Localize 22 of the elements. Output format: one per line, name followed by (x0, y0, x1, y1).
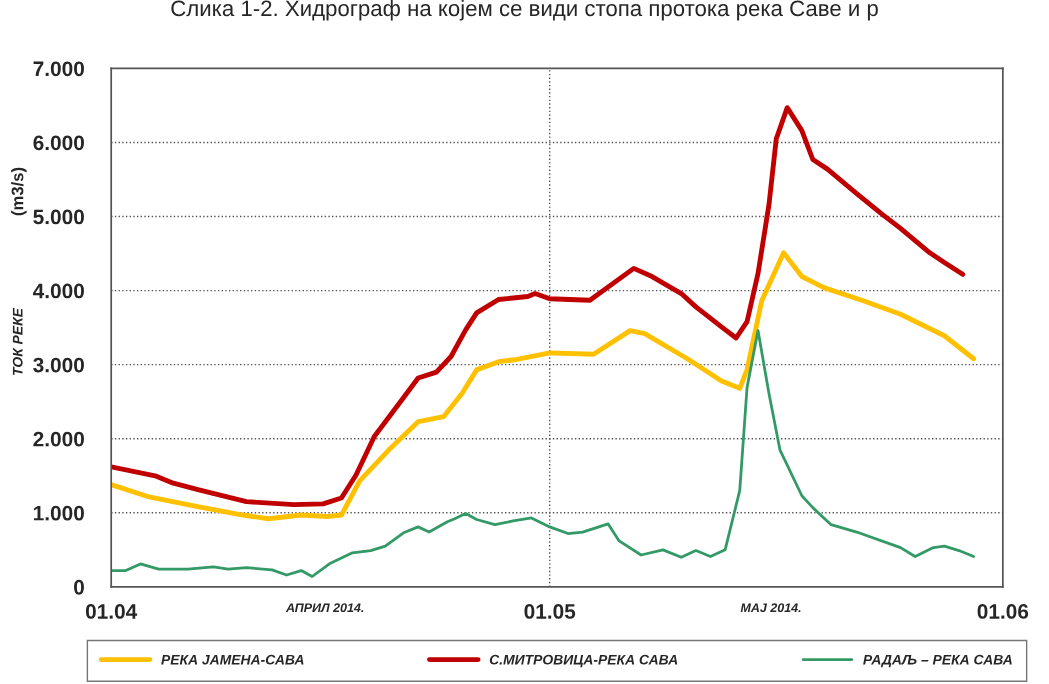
y-tick-label: 5.000 (33, 209, 84, 225)
chart-title: Слика 1-2. Хидрограф на којем се види стопа протока река Саве и р (171, 0, 878, 21)
line-series (111, 250, 977, 522)
y-axis-title: ТОК РЕКЕ (12, 307, 23, 375)
y-tick-label: 1.000 (33, 505, 84, 521)
y-tick-label: 0 (74, 579, 84, 595)
x-tick-label: 01.06 (977, 604, 1029, 619)
legend-label: РАДАЉ – РЕКА САВА (863, 654, 1012, 668)
x-tick-label: 01.04 (85, 604, 138, 619)
y-tick-label: 2.000 (33, 431, 84, 447)
text: МАЈ 2014. (740, 603, 801, 613)
y-tick-label: 3.000 (33, 357, 84, 373)
line-series (111, 329, 975, 578)
y-tick-label: 4.000 (32, 283, 84, 299)
y-tick-label: 6.000 (33, 135, 84, 151)
x-tick-label: 01.05 (524, 604, 576, 619)
text: АПРИЛ 2014. (285, 603, 364, 613)
line-series (111, 105, 966, 508)
legend-label: С.МИТРОВИЦА-РЕКА САВА (489, 654, 678, 668)
text: (m3/s) (11, 167, 27, 216)
y-tick-label: 7.000 (33, 61, 84, 77)
legend-label: РЕКА ЈАМЕНА-САВА (161, 654, 304, 665)
